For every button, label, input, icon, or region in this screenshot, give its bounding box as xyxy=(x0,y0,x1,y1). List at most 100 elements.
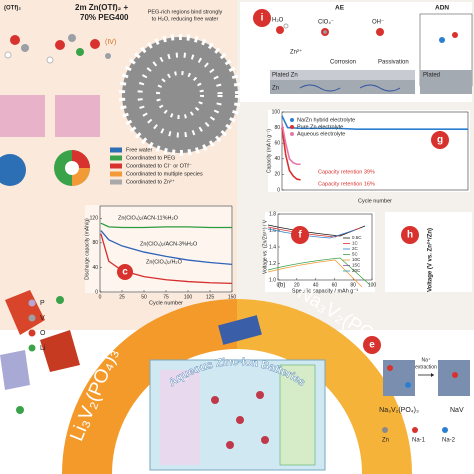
legend-label: Pure Zn electrolyte xyxy=(297,124,343,130)
x-tick-label: 125 xyxy=(206,294,215,300)
annotation: Capacity retention 16% xyxy=(318,181,375,187)
series-line xyxy=(100,233,233,285)
legend-label: Li xyxy=(40,345,46,352)
legend-marker xyxy=(28,329,36,337)
legend-label: V xyxy=(40,315,45,322)
legend-label: Coordinated to Zn²⁺ xyxy=(126,178,175,185)
y-tick-label: 1.2 xyxy=(269,261,276,267)
label: Zn²⁺ xyxy=(290,49,302,56)
label: AE xyxy=(335,5,345,12)
badge xyxy=(363,336,381,354)
series-label: Zn(ClO₄)₂/H₂O xyxy=(146,259,183,265)
y-axis-label: Voltage vs. (Zn/Zn²⁺) / V xyxy=(262,219,268,274)
x-tick-label: 20 xyxy=(294,282,300,288)
legend-marker xyxy=(290,132,294,136)
label: Corrosion xyxy=(330,60,356,66)
axes-frame xyxy=(281,111,469,191)
badge xyxy=(431,131,449,149)
y-axis-label: Discharge capacity (mAh/g) xyxy=(84,218,90,280)
y-tick-label: 1.4 xyxy=(269,244,276,250)
x-tick-label: 75 xyxy=(163,294,169,300)
label: Plated xyxy=(423,73,440,79)
plot-bg xyxy=(265,212,375,292)
x-axis-label: Specific capacity / mAh g⁻¹ xyxy=(292,288,358,294)
legend-marker xyxy=(382,427,388,433)
legend-marker xyxy=(290,125,294,129)
molecules xyxy=(4,34,111,64)
badge xyxy=(253,9,271,27)
x-tick-label: 100 xyxy=(184,294,193,300)
note: PEG-rich regions bind strongly xyxy=(148,9,223,15)
label: OH⁻ xyxy=(372,20,384,26)
series-line xyxy=(281,123,301,166)
y-tick-label: 20 xyxy=(274,172,280,178)
x-tick-label: 0 xyxy=(99,294,102,300)
atom xyxy=(376,28,384,36)
y-tick-label: 60 xyxy=(274,141,280,147)
y-tick-label: 0 xyxy=(277,187,280,193)
x-tick-label: 40 xyxy=(313,282,319,288)
atom xyxy=(452,32,458,38)
formula: (OTf)₂ xyxy=(4,6,21,12)
ion-label: Zn²⁺ xyxy=(178,377,189,383)
label: Passivation xyxy=(378,60,409,66)
y-tick-label: 80 xyxy=(92,240,98,246)
y-tick-label: 40 xyxy=(274,156,280,162)
arc-right xyxy=(237,299,412,474)
panel-c: 0 25 50 75 100 125 150 0 40 80 120 Cycle number Disc… xyxy=(84,205,236,306)
ions xyxy=(211,391,269,449)
pie-icon xyxy=(0,154,26,186)
legend: P V O Li xyxy=(28,299,46,352)
plot-bg xyxy=(268,110,470,192)
legend: Zn Na-1 Na-2 xyxy=(382,427,456,444)
y-tick-label: 1.6 xyxy=(269,228,276,234)
legend-swatch xyxy=(110,155,122,161)
x-tick-label: 80 xyxy=(350,282,356,288)
label: Plated Zn xyxy=(272,73,298,79)
legend-label: Coordinated to PEG xyxy=(126,155,175,161)
y-tick-label: 1.8 xyxy=(269,211,276,217)
legend-label: Na-1 xyxy=(412,438,426,444)
label: Zn xyxy=(272,86,279,92)
plot-bg xyxy=(385,212,472,292)
legend-marker xyxy=(442,427,448,433)
y-tick-label: 80 xyxy=(274,125,280,131)
panel-letter: c xyxy=(122,267,128,278)
axis-label: Voltage (V vs. Zn²⁺/Zn) xyxy=(427,228,434,292)
zn-layer xyxy=(270,70,415,80)
legend-label: 5C xyxy=(352,252,359,257)
note: to H₂O, reducing free water xyxy=(152,16,219,22)
y-tick-label: 120 xyxy=(90,216,99,222)
panel-f: 0 20 40 60 80 100 1.0 1.2 1.4 1.6 1.8 Specific capa… xyxy=(262,211,376,294)
legend-label: 15C xyxy=(352,263,361,268)
legend-swatch xyxy=(110,179,122,185)
legend-label: Aqueous electrolyte xyxy=(297,131,345,137)
x-tick-label: 60 xyxy=(332,282,338,288)
legend-label: Na-2 xyxy=(442,438,456,444)
legend-swatch xyxy=(110,147,122,153)
crystal-right xyxy=(383,360,470,396)
badge xyxy=(291,226,309,244)
atom xyxy=(439,37,445,43)
legend-label: 0.5C xyxy=(352,235,362,240)
legend-swatch xyxy=(110,171,122,177)
series-line xyxy=(281,115,468,130)
porous-structure xyxy=(122,37,238,153)
md-snapshot xyxy=(55,95,100,137)
porous-structure xyxy=(156,71,204,119)
x-tick-label: 25 xyxy=(119,294,125,300)
arc-left xyxy=(62,299,237,474)
label: H₂O xyxy=(272,18,284,24)
zn-layer xyxy=(270,80,415,94)
legend-label: 10C xyxy=(352,257,361,262)
md-snapshot xyxy=(0,95,45,137)
atom xyxy=(283,23,289,29)
panel-letter: e xyxy=(369,340,375,351)
y-tick-label: 100 xyxy=(272,109,281,115)
legend-marker xyxy=(28,299,36,307)
x-tick-label: 50 xyxy=(141,294,147,300)
panel-letter: g xyxy=(437,135,443,146)
arrow xyxy=(299,84,401,92)
legend-marker xyxy=(412,427,418,433)
